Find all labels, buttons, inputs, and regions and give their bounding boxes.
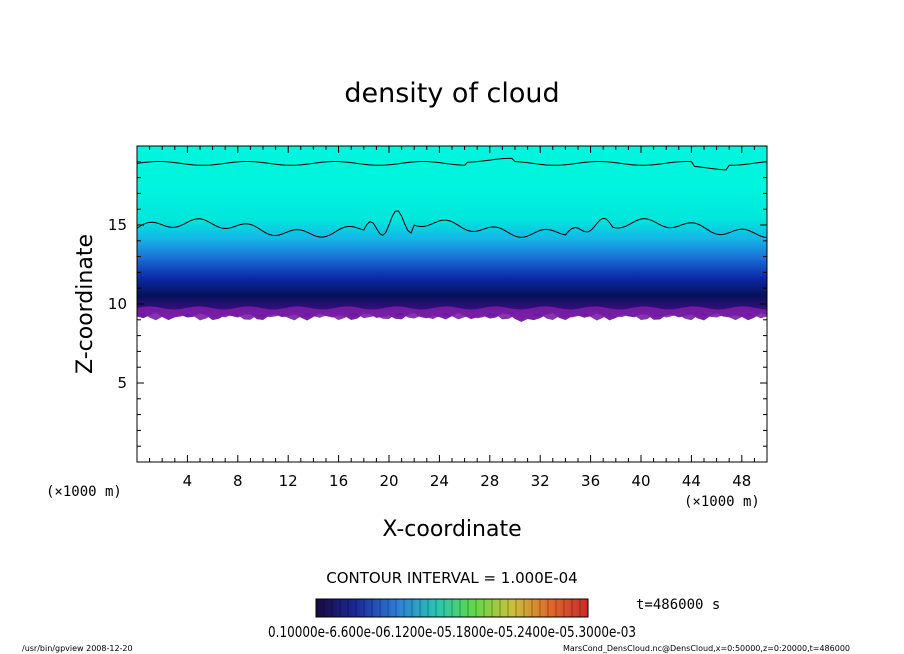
x-tick-label: 20 (379, 472, 398, 490)
x-tick-label: 4 (183, 472, 193, 490)
x-tick-label: 44 (682, 472, 701, 490)
y-tick-label: 10 (108, 295, 127, 313)
cloud-density-fill (137, 146, 767, 322)
x-tick-label: 36 (581, 472, 600, 490)
contour-line-lower (137, 210, 767, 238)
x-axis-label: X-coordinate (382, 517, 521, 542)
footer-left: /usr/bin/gpview 2008-12-20 (22, 644, 133, 653)
y-axis-ticks: 5 10 15 (108, 161, 767, 447)
cloud-field (137, 146, 767, 322)
x-tick-label: 28 (480, 472, 499, 490)
x-tick-label: 48 (732, 472, 751, 490)
x-tick-label: 24 (430, 472, 449, 490)
chart-title: density of cloud (344, 78, 559, 109)
x-tick-label: 40 (631, 472, 650, 490)
cloud-base-band (137, 306, 767, 321)
x-tick-label: 12 (279, 472, 298, 490)
y-axis-label: Z-coordinate (73, 234, 98, 374)
y-tick-label: 5 (117, 374, 127, 392)
time-label: t=486000 s (636, 597, 720, 613)
contour-interval-label: CONTOUR INTERVAL = 1.000E-04 (326, 569, 577, 587)
x-tick-label: 32 (531, 472, 550, 490)
x-tick-label: 8 (233, 472, 243, 490)
y-tick-label: 15 (108, 216, 127, 234)
footer-right: MarsCond_DensCloud.nc@DensCloud,x=0:5000… (563, 644, 850, 653)
x-unit-label: (×1000 m) (684, 494, 760, 510)
colorbar-levels (323, 599, 581, 617)
colorbar-tick-labels: 0.10000e-6.600e-06.1200e-05.1800e-05.240… (268, 623, 636, 641)
x-tick-label: 16 (329, 472, 348, 490)
y-unit-label: (×1000 m) (46, 484, 122, 500)
contour-line-upper (137, 157, 767, 171)
x-axis-ticks: 4 8 12 16 20 24 28 32 36 40 44 48 (149, 146, 755, 490)
